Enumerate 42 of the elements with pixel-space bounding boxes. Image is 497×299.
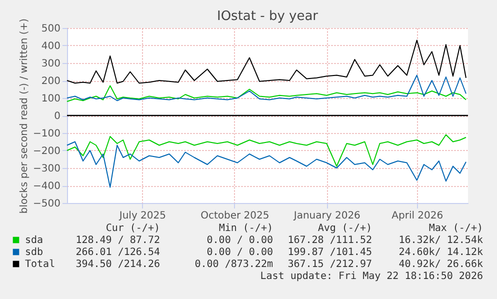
line-series: [66, 74, 466, 102]
y-tick-label: 300: [41, 58, 60, 70]
text: Cur (-/+): [106, 223, 160, 234]
y-tick-label: −100: [33, 128, 60, 140]
text: 0.00 / 0.00: [206, 247, 273, 258]
y-tick-label: 100: [41, 94, 60, 104]
line-series: [66, 40, 466, 84]
text: 128.49 / 87.72: [76, 235, 160, 246]
x-tick-label: April 2026: [392, 210, 444, 222]
text: 266.01 /126.54: [76, 247, 160, 258]
text: 0.00 /873.22m: [194, 259, 273, 270]
text: Max (-/+): [428, 223, 483, 234]
text: Last update: Fri May 22 18:16:50 2026: [260, 271, 483, 282]
line-series: [66, 141, 466, 188]
line-series: [66, 85, 466, 102]
x-tick-label: October 2025: [200, 210, 270, 222]
text: 199.87 /101.45: [288, 247, 372, 258]
y-tick-label: 0: [54, 111, 60, 122]
y-tick-label: 400: [41, 41, 60, 52]
text: Avg (-/+): [318, 223, 372, 234]
y-tick-label: −300: [33, 164, 60, 174]
y-tick-label: −200: [33, 146, 60, 157]
y-tick-label: 500: [41, 24, 60, 34]
y-tick-label: −400: [33, 181, 60, 192]
text: 0.00 / 0.00: [206, 235, 273, 246]
legend-label: Total: [25, 259, 56, 270]
text: 367.15 /212.97: [288, 259, 372, 270]
legend-label: sda: [25, 235, 44, 246]
text: Min (-/+): [218, 223, 273, 234]
text: 394.50 /214.26: [76, 259, 160, 270]
y-axis-title: blocks per second read (-) / written (+): [19, 18, 30, 214]
text: 24.60k/ 14.12k: [398, 247, 483, 258]
chart-title: IOstat - by year: [216, 9, 319, 24]
y-tick-label: 200: [41, 76, 60, 87]
text: 16.32k/ 12.54k: [398, 235, 483, 246]
text: 167.28 /111.52: [288, 235, 372, 246]
line-series: [66, 134, 466, 167]
y-tick-label: −500: [33, 198, 60, 210]
x-tick-label: July 2025: [118, 210, 166, 222]
legend-label: sdb: [25, 247, 44, 258]
text: 40.92k/ 26.66k: [398, 259, 483, 270]
x-tick-label: January 2026: [292, 210, 360, 222]
